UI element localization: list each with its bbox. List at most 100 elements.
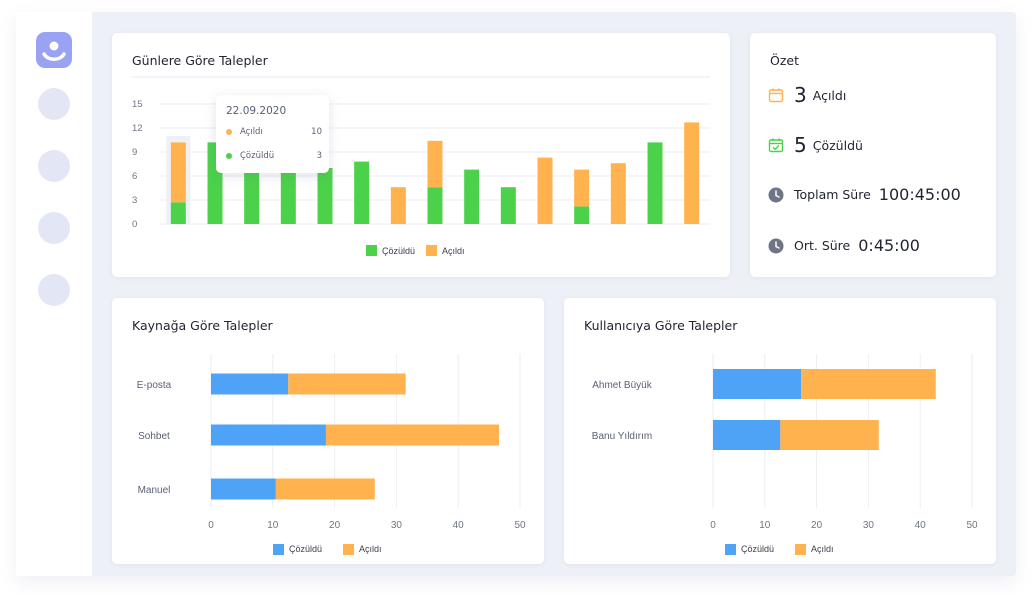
legend-label: Açıldı <box>442 246 465 256</box>
user-icon <box>42 41 66 61</box>
legend-swatch <box>725 544 736 555</box>
nav-item-1[interactable] <box>38 88 70 120</box>
bar-çözüldü <box>170 202 186 224</box>
summary-avg-time: Ort. Süre 0:45:00 <box>768 236 920 255</box>
x-tick-label: 50 <box>514 520 526 531</box>
chart-tooltip: 22.09.2020 Açıldı 10 Çözüldü 3 <box>216 95 329 173</box>
tooltip-value: 10 <box>311 127 322 137</box>
logo[interactable] <box>36 32 72 68</box>
user-chart: 0 10 20 30 40 50 Ahmet Büyük Banu Yıldırım Çözül… <box>592 354 978 555</box>
bar-çözüldü <box>317 168 333 224</box>
legend-label: Açıldı <box>811 544 834 554</box>
calendar-icon <box>768 88 784 103</box>
x-tick-label: 30 <box>863 520 875 531</box>
bar-çözüldü <box>574 206 590 224</box>
bar-çözüldü <box>211 424 326 446</box>
user-chart-card: Kullanıcıya Göre Talepler 0 10 20 30 40 50 Ahm… <box>564 298 996 564</box>
days-chart-title: Günlere Göre Talepler <box>132 53 268 68</box>
clock-icon <box>768 187 784 202</box>
category-label: Manuel <box>138 485 171 496</box>
source-chart-card: Kaynağa Göre Talepler 0 10 20 30 40 50 E-posta… <box>112 298 544 564</box>
green-dot-icon <box>226 153 232 159</box>
y-tick-label: 12 <box>132 123 143 134</box>
bar-açıldı <box>610 163 626 224</box>
solved-label: Çözüldü <box>812 137 863 153</box>
solved-count: 5 <box>794 133 807 157</box>
x-tick-label: 30 <box>391 520 403 531</box>
y-tick-label: 6 <box>132 171 137 182</box>
tooltip-date: 22.09.2020 <box>226 105 287 117</box>
x-tick-label: 10 <box>267 520 279 531</box>
bar-açıldı <box>801 369 936 399</box>
calendar-check-icon <box>768 138 784 153</box>
bar-çözüldü <box>713 420 781 450</box>
legend-label: Çözüldü <box>741 544 774 554</box>
legend-swatch <box>343 544 354 555</box>
bar-çözüldü <box>647 142 663 224</box>
days-chart: 0 3 6 9 12 15 Çözüldü Açıldı <box>132 76 710 256</box>
avg-time-value: 0:45:00 <box>858 236 920 255</box>
y-tick-label: 15 <box>132 99 143 110</box>
x-tick-label: 20 <box>811 520 823 531</box>
category-label: Sohbet <box>138 431 170 442</box>
opened-count: 3 <box>794 83 807 107</box>
days-chart-card: Günlere Göre Talepler 0 3 6 9 12 15 Çözüldü Açı… <box>112 33 730 277</box>
bar-çözüldü <box>211 373 289 395</box>
bar-çözüldü <box>464 169 480 224</box>
category-label: E-posta <box>137 380 172 391</box>
bar-açıldı <box>574 169 590 207</box>
source-chart-title: Kaynağa Göre Talepler <box>132 318 273 333</box>
summary-opened: 3 Açıldı <box>768 83 846 107</box>
bar-açıldı <box>325 424 499 446</box>
nav-item-4[interactable] <box>38 274 70 306</box>
y-tick-label: 3 <box>132 195 137 206</box>
x-tick-label: 50 <box>966 520 978 531</box>
y-tick-label: 9 <box>132 147 137 158</box>
legend-swatch <box>273 544 284 555</box>
x-tick-label: 0 <box>710 520 716 531</box>
summary-title: Özet <box>770 53 799 68</box>
bar-açıldı <box>427 140 443 188</box>
legend-label: Açıldı <box>359 544 382 554</box>
bar-çözüldü <box>500 187 516 224</box>
x-tick-label: 0 <box>208 520 214 531</box>
legend-swatch <box>366 245 377 256</box>
legend-label: Çözüldü <box>289 544 322 554</box>
bar-açıldı <box>684 122 700 224</box>
summary-solved: 5 Çözüldü <box>768 133 863 157</box>
y-tick-label: 0 <box>132 219 137 230</box>
bar-çözüldü <box>354 161 370 224</box>
bar-çözüldü <box>427 187 443 224</box>
summary-card: Özet 3 Açıldı 5 Çözüldü <box>750 33 996 277</box>
bar-açıldı <box>390 187 406 224</box>
dashboard-frame: Günlere Göre Talepler 0 3 6 9 12 15 Çözüldü Açı… <box>16 12 1016 576</box>
user-chart-title: Kullanıcıya Göre Talepler <box>584 318 738 333</box>
avg-time-label: Ort. Süre <box>794 238 851 253</box>
tooltip-value: 3 <box>316 151 322 161</box>
x-tick-label: 10 <box>759 520 771 531</box>
bar-açıldı <box>780 420 879 450</box>
nav-item-3[interactable] <box>38 212 70 244</box>
legend-swatch <box>795 544 806 555</box>
total-time-value: 100:45:00 <box>878 185 961 204</box>
bar-açıldı <box>288 373 406 395</box>
bar-çözüldü <box>211 478 276 500</box>
legend-swatch <box>426 245 437 256</box>
summary-total-time: Toplam Süre 100:45:00 <box>768 185 961 204</box>
nav-item-2[interactable] <box>38 150 70 182</box>
x-tick-label: 40 <box>915 520 927 531</box>
x-tick-label: 40 <box>453 520 465 531</box>
orange-dot-icon <box>226 129 232 135</box>
opened-label: Açıldı <box>812 87 847 103</box>
bar-çözüldü <box>713 369 802 399</box>
category-label: Ahmet Büyük <box>592 380 652 391</box>
sidebar <box>16 12 92 576</box>
clock-icon <box>768 238 784 253</box>
legend-label: Çözüldü <box>382 246 415 256</box>
bar-açıldı <box>537 157 553 224</box>
source-chart: 0 10 20 30 40 50 E-posta Sohbet Manuel Çözüldü Açı… <box>137 354 526 555</box>
tooltip-label: Çözüldü <box>240 151 275 161</box>
bar-açıldı <box>170 142 186 203</box>
total-time-label: Toplam Süre <box>794 187 871 202</box>
category-label: Banu Yıldırım <box>592 431 652 442</box>
